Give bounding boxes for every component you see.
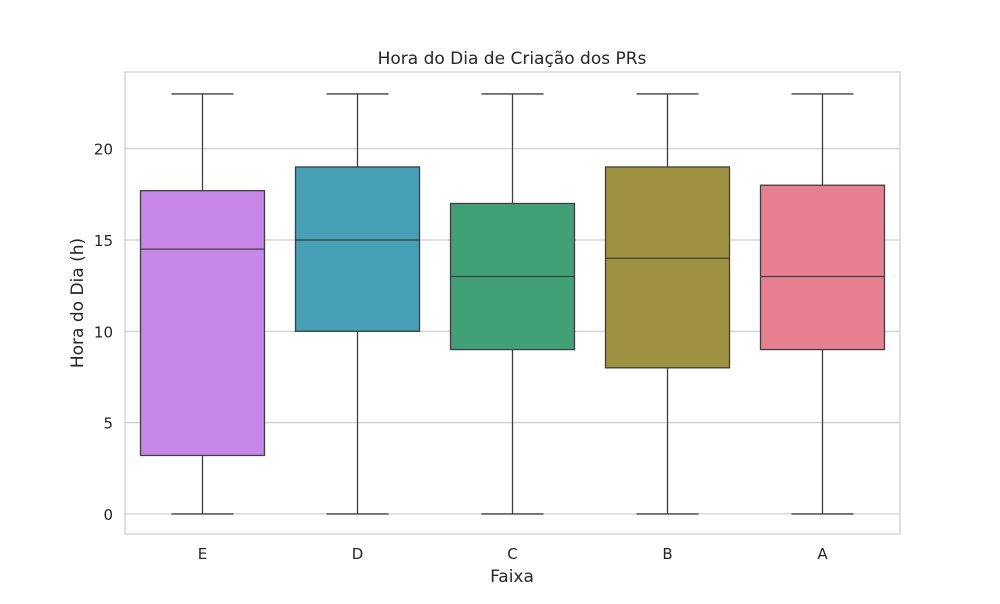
iqr-box: [759, 184, 886, 351]
iqr-box: [139, 190, 266, 457]
box-group: [294, 93, 421, 515]
iqr-box: [294, 166, 421, 332]
iqr-box: [604, 166, 731, 369]
x-tick-label: B: [662, 545, 672, 563]
x-tick-label: C: [507, 545, 517, 563]
boxes: [139, 93, 886, 515]
y-tick-label: 10: [94, 323, 113, 341]
x-tick-label: A: [817, 545, 828, 563]
y-tick-label: 5: [103, 415, 113, 433]
y-tick-label: 15: [94, 232, 113, 250]
y-tick-labels: 0 5 10 15 20: [94, 141, 113, 524]
box-group: [604, 93, 731, 515]
box-group: [139, 93, 266, 515]
box-group: [449, 93, 576, 515]
x-axis-label: Faixa: [490, 567, 534, 587]
box-group: [759, 93, 886, 515]
y-tick-label: 20: [94, 141, 113, 159]
y-axis-label: Hora do Dia (h): [68, 238, 88, 368]
plot-area-frame: [124, 71, 901, 535]
y-tick-label: 0: [103, 506, 113, 524]
x-tick-label: E: [198, 545, 207, 563]
x-tick-label: D: [352, 545, 364, 563]
chart-title: Hora do Dia de Criação dos PRs: [378, 49, 647, 69]
